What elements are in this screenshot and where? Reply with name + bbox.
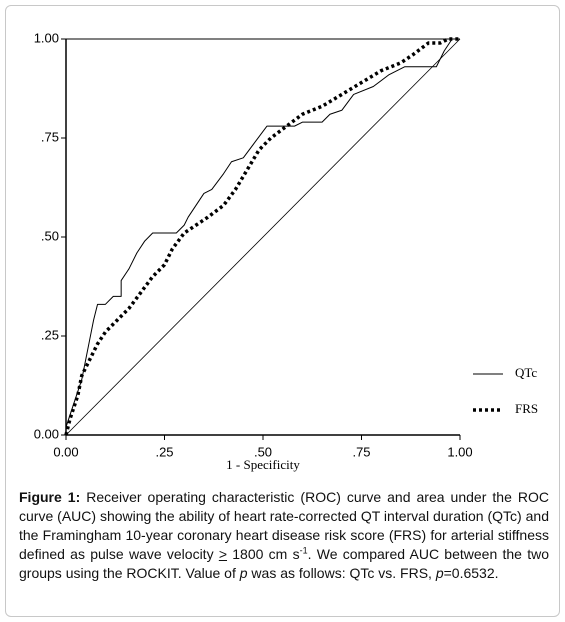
caption-text: Receiver operating characteristic (ROC) … xyxy=(19,489,549,562)
x-tick-label: .25 xyxy=(155,444,173,459)
figure-frame xyxy=(5,5,560,617)
y-tick-label: .75 xyxy=(41,129,59,144)
reference-line xyxy=(65,38,461,436)
x-axis-label: 1 - Specificity xyxy=(226,457,300,472)
legend-label: QTc xyxy=(515,365,537,380)
x-tick-label: 0.00 xyxy=(53,444,78,459)
caption: Figure 1: Receiver operating characteris… xyxy=(19,488,549,583)
chart: 1 - Specificity 0.00 .25 .50 .75 1.00 0.00 .25… xyxy=(34,30,538,472)
caption-symbol: > xyxy=(218,546,228,562)
roc-curve xyxy=(65,38,460,435)
x-tick-label: .75 xyxy=(352,444,370,459)
caption-italic: p xyxy=(435,565,444,581)
caption-superscript: -1 xyxy=(299,545,308,556)
caption-text: 1800 cm s xyxy=(227,546,300,562)
caption-text: was as follows: QTc vs. FRS, xyxy=(247,565,436,581)
y-tick-label: .50 xyxy=(41,228,59,243)
caption-italic: p xyxy=(239,565,248,581)
caption-label: Figure 1: xyxy=(19,489,81,505)
caption-text: =0.6532. xyxy=(443,565,499,581)
y-tick-label: 1.00 xyxy=(34,30,59,45)
x-tick-label: 1.00 xyxy=(447,444,472,459)
x-tick-label: .50 xyxy=(254,444,272,459)
legend-label: FRS xyxy=(515,401,538,416)
y-tick-label: .25 xyxy=(41,327,59,342)
caption-text: . We compared AUC between the two groups… xyxy=(19,546,549,581)
y-tick-label: 0.00 xyxy=(34,426,59,441)
